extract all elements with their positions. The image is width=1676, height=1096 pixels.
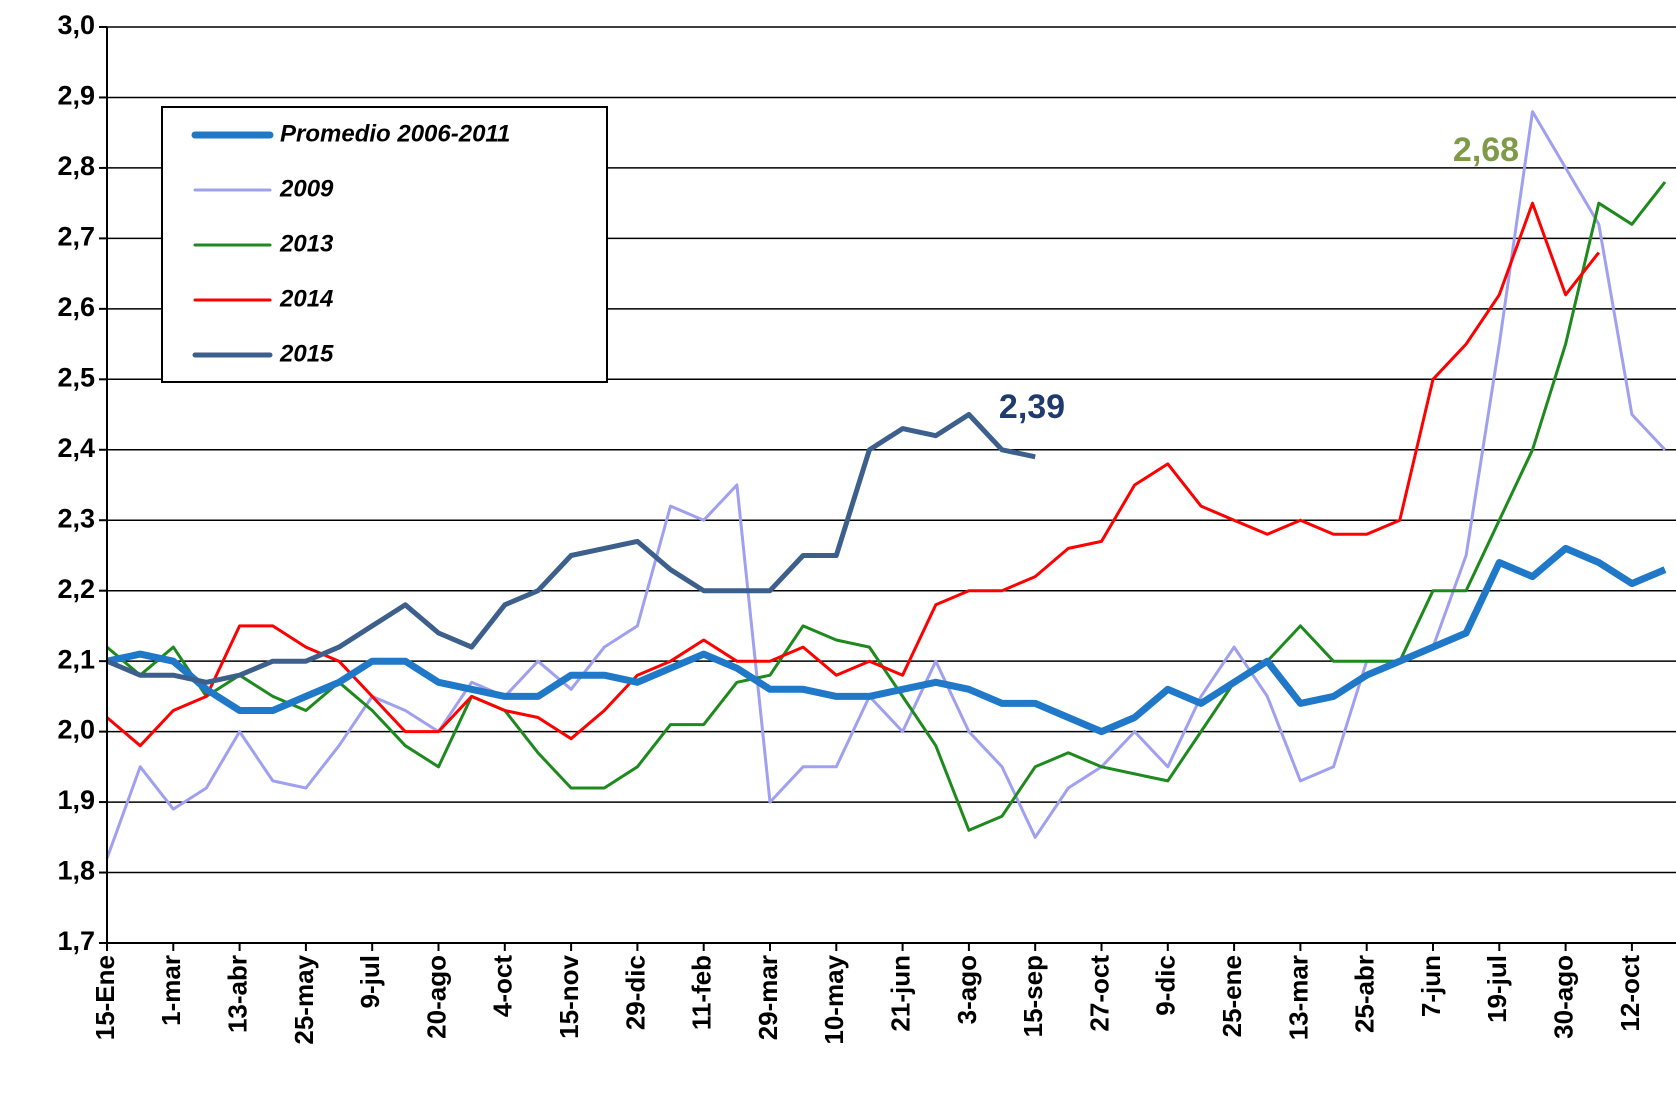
x-tick-label: 13-abr	[222, 955, 252, 1033]
y-tick-label: 2,9	[57, 81, 95, 111]
x-tick-label: 30-ago	[1548, 955, 1578, 1039]
x-tick-label: 13-mar	[1283, 955, 1313, 1040]
plot-area	[105, 110, 1667, 859]
series-line	[106, 412, 1036, 685]
x-tick-label: 7-jun	[1416, 955, 1446, 1017]
x-tick-label: 19-jul	[1482, 955, 1512, 1023]
x-tick-label: 9-dic	[1151, 955, 1181, 1016]
y-tick-label: 2,5	[57, 362, 95, 392]
y-tick-label: 2,4	[57, 433, 95, 463]
y-tick-label: 1,8	[57, 856, 95, 886]
x-tick-label: 25-abr	[1350, 955, 1380, 1033]
x-tick-label: 1-mar	[156, 955, 186, 1026]
x-tick-label: 25-ene	[1217, 955, 1247, 1037]
y-tick-label: 2,8	[57, 151, 95, 181]
y-tick-label: 3,0	[57, 10, 95, 40]
x-tick-label: 27-oct	[1084, 955, 1114, 1032]
legend-label: 2014	[279, 285, 333, 312]
y-tick-label: 2,7	[57, 222, 95, 252]
series-line	[106, 544, 1667, 736]
x-tick-label: 25-may	[289, 954, 319, 1044]
x-tick-label: 29-mar	[753, 955, 783, 1040]
legend-label: 2013	[279, 230, 334, 257]
legend: Promedio 2006-2011 2009 2013 2014 2015	[161, 106, 608, 383]
y-tick-label: 2,2	[57, 574, 95, 604]
x-tick-label: 29-dic	[620, 955, 650, 1030]
x-tick-label: 12-oct	[1615, 955, 1645, 1032]
series-line	[106, 201, 1600, 748]
x-tick-label: 3-ago	[952, 955, 982, 1024]
y-tick-label: 2,6	[57, 292, 95, 322]
x-tick-label: 15-nov	[554, 954, 584, 1038]
y-tick-label: 1,7	[57, 926, 95, 956]
x-tick-label: 15-sep	[1018, 955, 1048, 1037]
legend-label: 2015	[279, 340, 334, 367]
annotation: 2,39	[999, 388, 1065, 426]
x-tick-label: 21-jun	[885, 955, 915, 1032]
y-tick-label: 2,0	[57, 715, 95, 745]
legend-label: 2009	[279, 175, 334, 202]
x-tick-label: 10-may	[819, 954, 849, 1044]
series-line	[106, 181, 1667, 832]
x-tick-label: 20-ago	[421, 955, 451, 1039]
annotation: 2,68	[1453, 131, 1519, 169]
legend-label: Promedio 2006-2011	[280, 120, 510, 147]
x-tick-label: 4-oct	[488, 955, 518, 1017]
y-tick-label: 2,3	[57, 503, 95, 533]
x-tick-label: 9-jul	[355, 955, 385, 1008]
y-tick-label: 1,9	[57, 785, 95, 815]
x-tick-label: 11-feb	[687, 955, 717, 1030]
y-tick-label: 2,1	[57, 644, 95, 674]
x-tick-label: 15-Ene	[90, 955, 120, 1040]
